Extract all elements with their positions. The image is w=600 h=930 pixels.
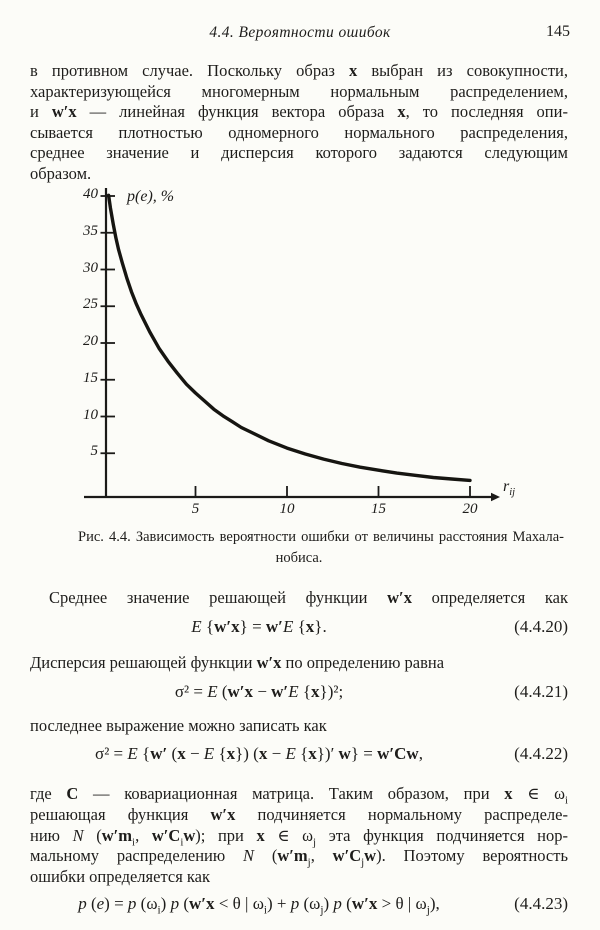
text-line: в противном случае. Поскольку образ x вы… <box>30 61 568 80</box>
equation-number: (4.4.22) <box>514 744 568 763</box>
x-tick-label: 20 <box>462 501 478 517</box>
text-line: ошибки определяется как <box>30 867 211 887</box>
running-header-title: 4.4. Вероятности ошибок <box>209 24 391 41</box>
y-tick-label: 35 <box>83 222 98 239</box>
equation-4-4-23: p (e) = p (ωi) p (w′x < θ | ωi) + p (ωj)… <box>30 894 568 920</box>
paragraph-mean-value: Среднее значение решающей функции w′x оп… <box>49 588 568 607</box>
text-line: решающая функция w′x подчиняется нормаль… <box>30 804 568 824</box>
equation-number: (4.4.20) <box>514 617 568 636</box>
paragraph-5: где C — ковариационная матрица. Таким об… <box>30 784 568 888</box>
equation-text: E {w′x} = w′E {x}. <box>191 617 327 636</box>
y-tick-label: 5 <box>90 443 99 460</box>
equation-4-4-21: σ² = E (w′x − w′E {x})²; (4.4.21) <box>30 682 568 708</box>
chart-svg <box>84 188 500 502</box>
y-tick-label: 25 <box>83 296 98 313</box>
equation-number: (4.4.21) <box>514 682 568 701</box>
y-tick-label: 20 <box>83 333 98 349</box>
y-tick-label: 30 <box>83 259 98 276</box>
y-tick-label: 10 <box>83 406 98 423</box>
text-line: образом. <box>30 163 92 183</box>
figure-caption: Рис. 4.4. Зависимость вероятности ошибки… <box>30 529 568 567</box>
figure-4-4: p(e), % rij 40 35 30 25 20 15 10 5 5 10 15 20 <box>0 186 600 528</box>
equation-4-4-22: σ² = E {w′ (x − E {x}) (x − E {x})′ w} =… <box>30 744 568 770</box>
page-number: 145 <box>546 23 570 40</box>
y-axis-label: p(e), % <box>127 188 175 205</box>
equation-text: p (e) = p (ωi) p (w′x < θ | ωi) + p (ωj)… <box>78 894 440 917</box>
text-line: и w′x — линейная функция вектора образа … <box>30 102 568 122</box>
text-line: где C — ковариационная матрица. Таким об… <box>30 784 569 807</box>
text-line: мальному распределению N (w′mj, w′Cjw). … <box>30 846 568 869</box>
text-line: сывается плотностью одномерного нормальн… <box>30 122 568 142</box>
text-line: нию N (w′mi, w′Ciw); при x ∈ ωj эта функ… <box>30 825 568 848</box>
x-tick-label: 10 <box>279 501 295 517</box>
y-tick-label: 15 <box>83 369 98 386</box>
equation-text: σ² = E {w′ (x − E {x}) (x − E {x})′ w} =… <box>95 744 423 763</box>
paragraph-rewrite: последнее выражение можно записать как <box>30 716 327 735</box>
x-tick-label: 5 <box>191 501 200 517</box>
equation-text: σ² = E (w′x − w′E {x})²; <box>174 682 344 701</box>
equation-4-4-20: E {w′x} = w′E {x}. (4.4.20) <box>30 617 568 643</box>
paragraph-1: в противном случае. Поскольку образ x вы… <box>30 61 568 185</box>
y-tick-label: 40 <box>83 186 98 202</box>
text-line: среднее значение и дисперсия которого за… <box>30 143 568 163</box>
paragraph-variance: Дисперсия решающей функции w′x по опреде… <box>30 653 445 672</box>
caption-line-1: Рис. 4.4. Зависимость вероятности ошибки… <box>78 529 564 545</box>
equation-number: (4.4.23) <box>514 894 568 913</box>
caption-line-2: нобиса. <box>275 550 323 566</box>
x-tick-label: 15 <box>371 501 386 517</box>
x-axis-label: rij <box>503 478 516 499</box>
text-line: характеризующейся многомерным нормальным… <box>30 81 568 101</box>
